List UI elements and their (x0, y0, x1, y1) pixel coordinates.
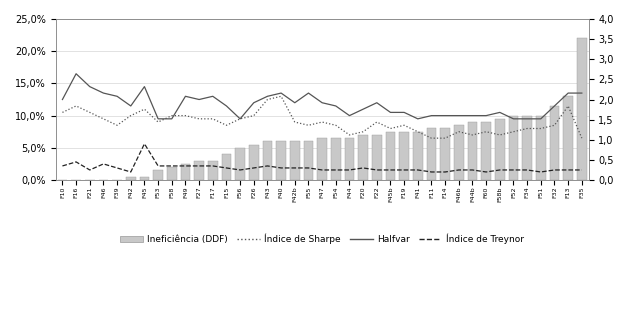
Bar (235, 148, 245, 180)
Bar (386, 132, 395, 180)
Bar (331, 138, 340, 180)
Bar (399, 132, 409, 180)
Bar (126, 177, 136, 180)
Bar (221, 154, 231, 180)
Bar (440, 128, 450, 180)
Bar (372, 135, 382, 180)
Bar (509, 116, 518, 180)
Bar (550, 106, 559, 180)
Bar (454, 125, 464, 180)
Bar (564, 96, 573, 180)
Bar (249, 144, 259, 180)
Bar (468, 122, 477, 180)
Bar (577, 38, 587, 180)
Bar (536, 116, 545, 180)
Bar (495, 119, 504, 180)
Legend: Ineficiência (DDF), Índice de Sharpe, Halfvar, Índice de Treynor: Ineficiência (DDF), Índice de Sharpe, Ha… (117, 230, 528, 248)
Bar (290, 141, 299, 180)
Bar (481, 122, 491, 180)
Bar (276, 141, 286, 180)
Bar (194, 161, 204, 180)
Bar (140, 177, 149, 180)
Bar (426, 128, 437, 180)
Bar (153, 170, 163, 180)
Bar (359, 135, 368, 180)
Bar (522, 116, 532, 180)
Bar (181, 164, 190, 180)
Bar (318, 138, 327, 180)
Bar (345, 138, 354, 180)
Bar (167, 167, 177, 180)
Bar (413, 132, 423, 180)
Bar (208, 161, 218, 180)
Bar (304, 141, 313, 180)
Bar (263, 141, 272, 180)
